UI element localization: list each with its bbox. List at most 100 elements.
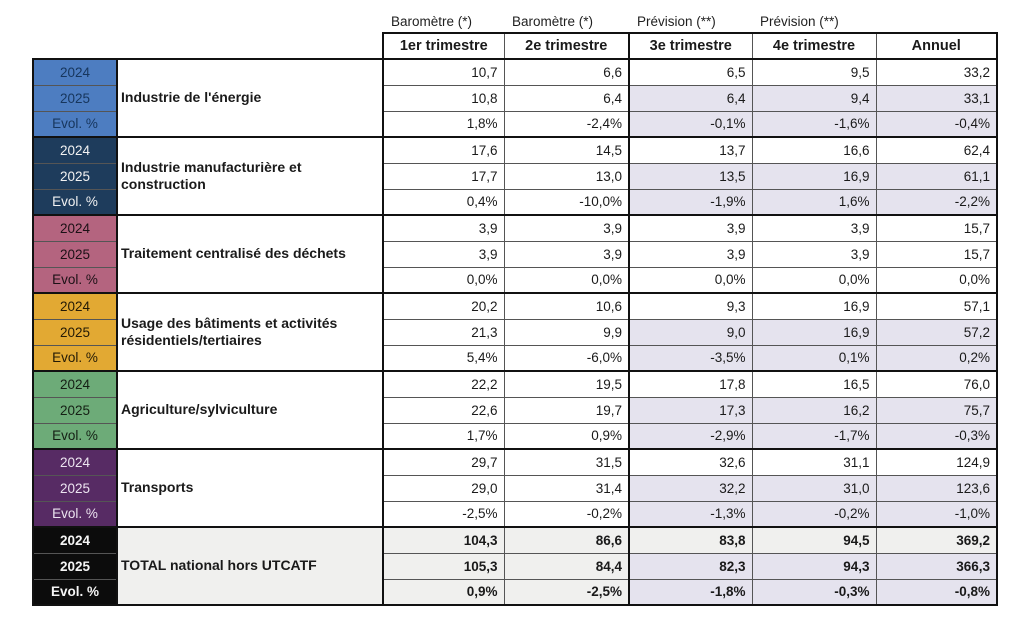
year-cell: Evol. %: [32, 110, 118, 138]
column-header: 1er trimestre: [382, 32, 505, 60]
table-row: Evol. % 0,4% -10,0% -1,9% 1,6% -2,2%: [32, 188, 998, 216]
value-cell: 1,7%: [382, 422, 505, 450]
value-cell: 0,2%: [875, 344, 998, 372]
table-row: 2025 17,7 13,0 13,5 16,9 61,1: [32, 162, 998, 190]
value-cell: 6,5: [628, 58, 753, 86]
value-cell: -10,0%: [503, 188, 630, 216]
value-cell: -0,8%: [875, 578, 998, 606]
value-cell: -2,5%: [382, 500, 505, 528]
value-cell: 19,5: [503, 370, 630, 398]
value-cell: -1,0%: [875, 500, 998, 528]
sector-cell: Agriculture/sylviculture: [116, 370, 384, 450]
value-cell: 0,0%: [875, 266, 998, 294]
value-cell: 5,4%: [382, 344, 505, 372]
table-row: 2024 TOTAL national hors UTCATF 104,3 86,6 8…: [32, 526, 998, 606]
value-cell: -2,2%: [875, 188, 998, 216]
year-cell: Evol. %: [32, 578, 118, 606]
value-cell: 84,4: [503, 552, 630, 580]
value-cell: 1,6%: [751, 188, 877, 216]
corner-spacer: [33, 33, 383, 59]
value-cell: -1,3%: [628, 500, 753, 528]
table-row: 2024 Agriculture/sylviculture 22,2 19,5 17,8…: [32, 370, 998, 450]
value-cell: 0,0%: [628, 266, 753, 294]
value-cell: 31,1: [751, 448, 877, 476]
table-row: Evol. % 1,7% 0,9% -2,9% -1,7% -0,3%: [32, 422, 998, 450]
value-cell: 369,2: [875, 526, 998, 554]
value-cell: 83,8: [628, 526, 753, 554]
value-cell: 9,4: [751, 84, 877, 112]
value-cell: 3,9: [503, 214, 630, 242]
year-cell: 2024: [32, 370, 118, 398]
value-cell: -0,1%: [628, 110, 753, 138]
table-row: 2025 105,3 84,4 82,3 94,3 366,3: [32, 552, 998, 580]
value-cell: 86,6: [503, 526, 630, 554]
table-row: 2025 10,8 6,4 6,4 9,4 33,1: [32, 84, 998, 112]
value-cell: 3,9: [751, 214, 877, 242]
table-row: 2025 21,3 9,9 9,0 16,9 57,2: [32, 318, 998, 346]
value-cell: -2,5%: [503, 578, 630, 606]
value-cell: 29,0: [382, 474, 505, 502]
value-cell: -0,2%: [751, 500, 877, 528]
sector-cell: Industrie de l'énergie: [116, 58, 384, 138]
table-row: Evol. % 5,4% -6,0% -3,5% 0,1% 0,2%: [32, 344, 998, 372]
year-cell: 2024: [32, 448, 118, 476]
value-cell: 94,5: [751, 526, 877, 554]
sector-cell: Traitement centralisé des déchets: [116, 214, 384, 294]
table-row: 2024 Usage des bâtiments et activités rés…: [32, 292, 998, 372]
value-cell: -3,5%: [628, 344, 753, 372]
table-row: 2025 22,6 19,7 17,3 16,2 75,7: [32, 396, 998, 424]
table-row: Evol. % -2,5% -0,2% -1,3% -0,2% -1,0%: [32, 500, 998, 528]
sector-cell: Industrie manufacturière et construction: [116, 136, 384, 216]
column-group-row: Baromètre (*) Baromètre (*) Prévision (**)…: [33, 7, 997, 33]
table-row: 2024 Industrie manufacturière et construc…: [32, 136, 998, 216]
value-cell: 33,2: [875, 58, 998, 86]
value-cell: 22,6: [382, 396, 505, 424]
value-cell: 13,0: [503, 162, 630, 190]
value-cell: -2,9%: [628, 422, 753, 450]
column-group-label: Prévision (**): [629, 7, 752, 33]
value-cell: -1,8%: [628, 578, 753, 606]
value-cell: 3,9: [751, 240, 877, 268]
value-cell: 10,6: [503, 292, 630, 320]
value-cell: 16,9: [751, 162, 877, 190]
value-cell: 75,7: [875, 396, 998, 424]
value-cell: 3,9: [628, 214, 753, 242]
value-cell: 3,9: [382, 214, 505, 242]
column-header: 2e trimestre: [503, 32, 630, 60]
value-cell: 32,2: [628, 474, 753, 502]
value-cell: 0,0%: [382, 266, 505, 294]
value-cell: 124,9: [875, 448, 998, 476]
value-cell: -1,9%: [628, 188, 753, 216]
year-cell: 2025: [32, 84, 118, 112]
value-cell: 17,7: [382, 162, 505, 190]
value-cell: 0,0%: [751, 266, 877, 294]
value-cell: 10,8: [382, 84, 505, 112]
year-cell: Evol. %: [32, 266, 118, 294]
value-cell: 32,6: [628, 448, 753, 476]
value-cell: 105,3: [382, 552, 505, 580]
value-cell: 76,0: [875, 370, 998, 398]
value-cell: 6,4: [503, 84, 630, 112]
value-cell: 16,2: [751, 396, 877, 424]
value-cell: 6,6: [503, 58, 630, 86]
year-cell: 2024: [32, 136, 118, 164]
value-cell: 13,5: [628, 162, 753, 190]
value-cell: 9,9: [503, 318, 630, 346]
year-cell: Evol. %: [32, 188, 118, 216]
header-row: 1er trimestre 2e trimestre 3e trimestre 4e …: [33, 32, 998, 60]
sector-cell: Usage des bâtiments et activités résiden…: [116, 292, 384, 372]
value-cell: 16,9: [751, 318, 877, 346]
value-cell: 15,7: [875, 214, 998, 242]
value-cell: 62,4: [875, 136, 998, 164]
value-cell: 15,7: [875, 240, 998, 268]
year-cell: 2025: [32, 162, 118, 190]
sector-cell: TOTAL national hors UTCATF: [116, 526, 384, 606]
value-cell: 3,9: [628, 240, 753, 268]
table-row: Evol. % 1,8% -2,4% -0,1% -1,6% -0,4%: [32, 110, 998, 138]
value-cell: 16,9: [751, 292, 877, 320]
year-cell: Evol. %: [32, 500, 118, 528]
value-cell: 0,4%: [382, 188, 505, 216]
column-group-label: [876, 7, 997, 33]
value-cell: -1,6%: [751, 110, 877, 138]
